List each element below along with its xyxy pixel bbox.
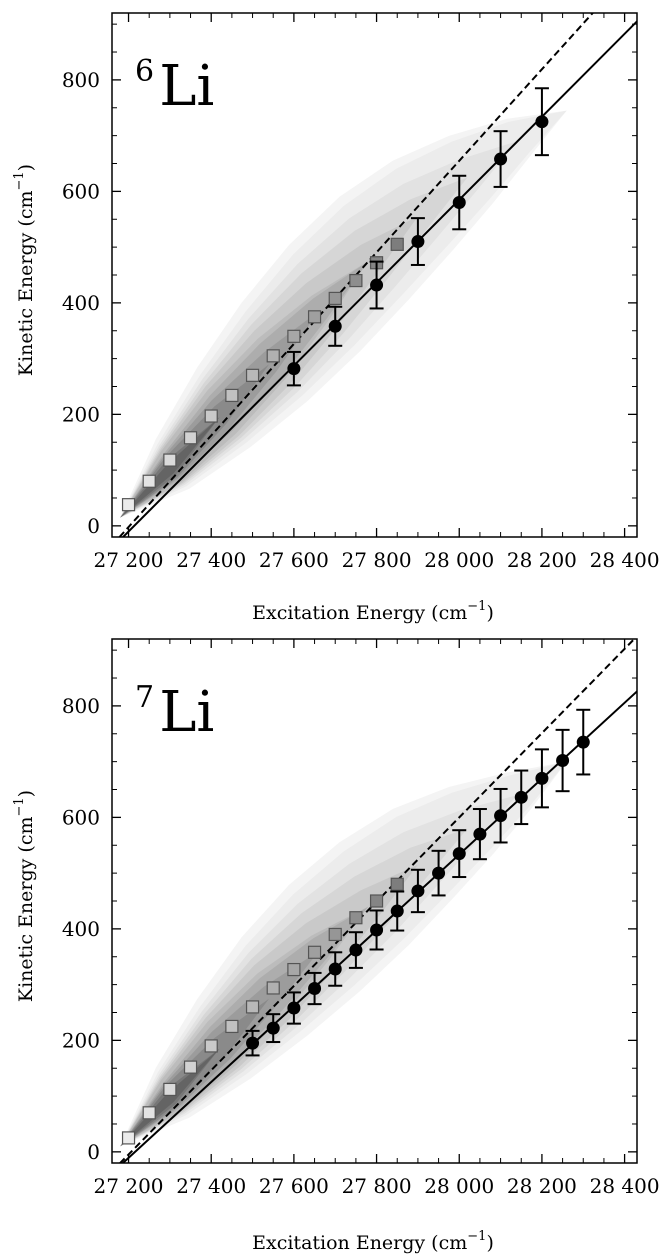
square-point [245,1000,260,1014]
square-point [287,329,301,343]
square-point [121,1131,136,1145]
dashed-line [118,13,595,537]
circle-point [266,1021,280,1035]
contour-level-11 [120,1048,220,1152]
x-tick-label: 27 400 [176,548,246,572]
x-tick-label: 28 200 [507,548,577,572]
y-tick-label: 0 [87,514,100,538]
square-point [142,1106,156,1120]
isotope-mass: 6 [135,54,154,89]
isotope-mass: 7 [135,680,154,715]
square-point [163,1082,177,1097]
circle-point [452,196,466,210]
square-point [183,1060,198,1074]
square-point [245,368,260,382]
circle-point [328,319,342,333]
x-tick-label: 28 200 [507,1174,577,1198]
square-point [287,962,301,977]
x-tick-label: 28 400 [590,548,660,572]
square-point [307,310,322,324]
y-tick-label: 200 [62,1028,100,1052]
y-tick-label: 400 [62,291,100,315]
circle-point [411,884,425,898]
circle-point [535,771,549,785]
square-point [369,894,384,908]
circle-point [390,904,404,918]
circle-point [246,1036,260,1050]
circle-point [411,235,425,249]
square-point [142,474,156,488]
x-tick-label: 27 200 [94,1174,164,1198]
circle-point [370,923,384,937]
axis-ticks: 27 200 27 400 27 600 27 800 28 000 28 200 28 4… [62,639,660,1198]
circle-point [535,115,549,129]
square-point [225,388,239,403]
circle-point [328,962,342,976]
isotope-label: 7 Li [135,680,214,745]
square-point [163,453,177,467]
square-point [225,1019,239,1034]
x-tick-label: 27 200 [94,548,164,572]
square-point [307,945,322,959]
isotope-symbol: Li [159,54,214,119]
chart-panel-6li: 6 Li Excitation Energy (cm−1) Kinetic En… [12,12,660,624]
circle-point [556,754,570,768]
circle-point [494,152,508,166]
square-point [121,498,136,512]
circle-point [452,847,466,861]
square-point [328,927,342,942]
x-axis-label: Excitation Energy (cm−1) [252,599,494,624]
y-tick-label: 600 [62,805,100,829]
square-point [349,273,363,288]
circle-point [432,866,446,880]
circle-point [494,809,508,823]
circle-point [349,943,363,957]
square-point [328,291,342,306]
circle-point [473,827,487,841]
y-tick-label: 400 [62,917,100,941]
square-point [349,911,363,925]
circle-point [576,735,590,749]
y-axis-label: Kinetic Energy (cm−1) [12,790,37,1002]
axis-ticks: 27 200 27 400 27 600 27 800 28 000 28 200 28 4… [62,13,660,572]
square-point [390,877,404,891]
x-tick-label: 28 400 [590,1174,660,1198]
x-tick-label: 27 600 [259,548,329,572]
y-tick-label: 800 [62,694,100,718]
y-tick-label: 200 [62,402,100,426]
square-point [266,349,280,363]
x-tick-label: 27 600 [259,1174,329,1198]
square-point [266,981,280,995]
circle-point [370,278,384,292]
x-tick-label: 28 000 [424,548,494,572]
chart-panel-7li: 7 Li Excitation Energy (cm−1) Kinetic En… [12,638,660,1254]
square-point [204,1039,218,1053]
x-tick-label: 28 000 [424,1174,494,1198]
square-point [390,237,404,251]
y-tick-label: 800 [62,68,100,92]
square-point [183,431,198,445]
plot-area [118,13,637,537]
circle-point [287,1001,301,1015]
x-axis-label: Excitation Energy (cm−1) [252,1229,494,1254]
isotope-symbol: Li [159,680,214,745]
x-tick-label: 27 400 [176,1174,246,1198]
y-tick-label: 0 [87,1140,100,1164]
x-tick-label: 27 800 [342,548,412,572]
circle-point [514,790,528,804]
plot-area [118,639,637,1163]
y-tick-label: 600 [62,179,100,203]
square-point [204,409,218,423]
circle-point [308,982,322,996]
circle-point [287,362,301,376]
x-tick-label: 27 800 [342,1174,412,1198]
isotope-label: 6 Li [135,54,214,119]
y-axis-label: Kinetic Energy (cm−1) [12,164,37,376]
